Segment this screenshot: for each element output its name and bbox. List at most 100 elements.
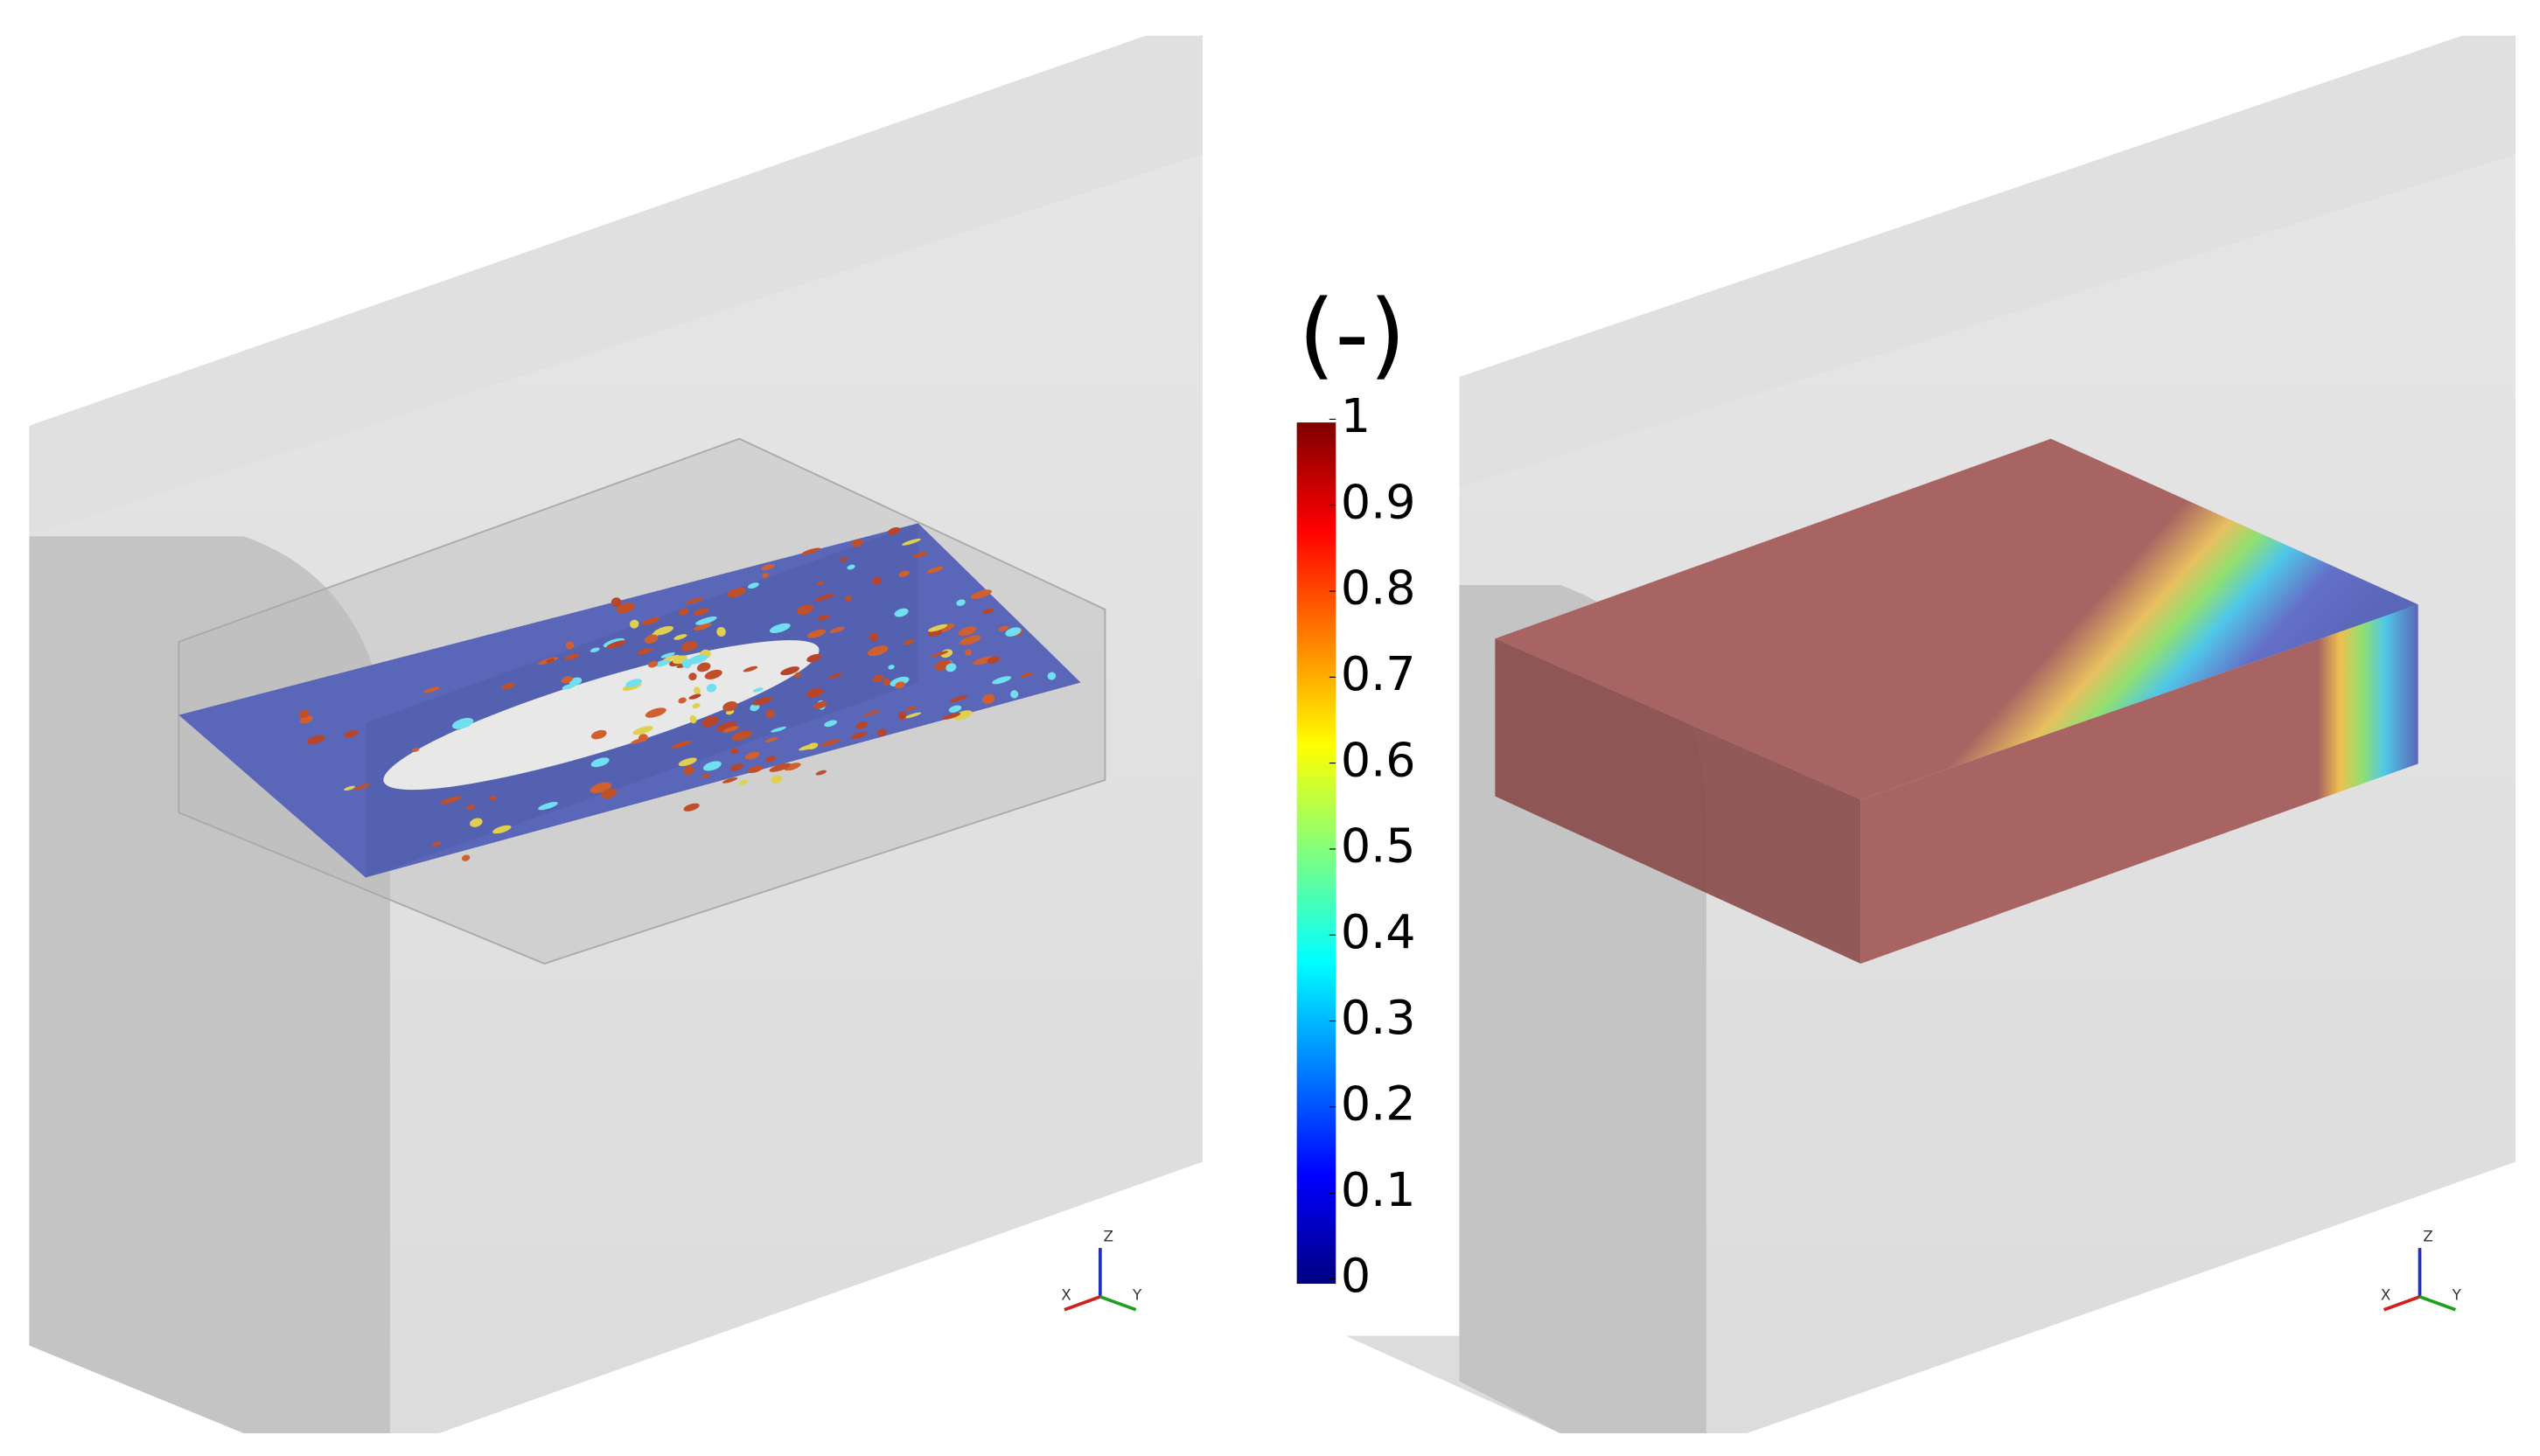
triad-y bbox=[1099, 1295, 1137, 1312]
tube-top bbox=[29, 35, 1203, 537]
wake-spot bbox=[678, 697, 687, 704]
wake-spot bbox=[946, 663, 957, 672]
wake-spot bbox=[439, 796, 462, 805]
wake-spot bbox=[702, 761, 722, 771]
wake-spot bbox=[678, 608, 689, 616]
wake-spot bbox=[743, 665, 758, 672]
triad-x bbox=[1064, 1295, 1101, 1312]
wake-spot bbox=[806, 687, 824, 698]
triad-label: Y bbox=[2452, 1286, 2462, 1304]
wake-spot bbox=[672, 740, 692, 749]
wake-spot bbox=[727, 588, 746, 598]
wake-spot bbox=[1047, 672, 1057, 680]
wake-spot bbox=[827, 672, 843, 679]
box-front bbox=[1495, 638, 1861, 964]
wake-spot bbox=[431, 841, 442, 846]
wake-spot bbox=[601, 788, 617, 799]
wake-spot bbox=[731, 730, 752, 741]
wake-spot bbox=[716, 626, 726, 637]
wake-spot bbox=[466, 805, 475, 811]
wake-spot bbox=[801, 547, 821, 555]
wake-spot bbox=[876, 728, 887, 737]
wake-spot bbox=[695, 616, 717, 625]
wake-spot bbox=[715, 721, 737, 732]
wake-spot bbox=[855, 721, 868, 729]
wake-spot bbox=[981, 608, 994, 615]
wake-spot bbox=[898, 711, 907, 721]
wake-spot bbox=[982, 693, 995, 704]
wake-spot bbox=[965, 649, 973, 656]
wake-pattern bbox=[298, 527, 1057, 861]
wake-spot bbox=[638, 647, 654, 654]
wake-spot bbox=[904, 712, 922, 719]
wake-spot bbox=[894, 608, 909, 617]
wake-spot bbox=[816, 581, 824, 586]
wake-spot bbox=[629, 619, 639, 629]
wake-spot bbox=[948, 705, 962, 713]
wake-spot bbox=[815, 770, 827, 776]
wake-spot bbox=[694, 623, 712, 630]
wake-spot bbox=[949, 695, 968, 702]
wake-spot bbox=[761, 563, 775, 571]
wake-spot bbox=[492, 825, 512, 834]
wake-spot bbox=[546, 658, 555, 664]
wake-spot bbox=[871, 576, 882, 585]
wake-spot bbox=[747, 765, 764, 774]
wake-spot bbox=[696, 662, 711, 672]
wake-spot bbox=[590, 757, 610, 768]
wake-spot bbox=[686, 597, 704, 604]
wake-spot bbox=[973, 656, 994, 665]
colorbar-tick-label: 0.7 bbox=[1341, 646, 1416, 701]
wake-spot bbox=[564, 653, 580, 660]
wake-spot bbox=[1005, 627, 1022, 637]
wake-spot bbox=[1020, 672, 1034, 678]
wake-spot bbox=[869, 632, 879, 642]
left-view: Z X Y bbox=[29, 35, 1203, 1433]
wake-spot bbox=[806, 653, 821, 663]
wake-spot bbox=[590, 729, 607, 740]
wake-spot bbox=[1010, 690, 1019, 699]
triad-label: Z bbox=[2423, 1228, 2432, 1245]
wake-spot bbox=[905, 706, 917, 711]
wake-spot bbox=[931, 651, 949, 658]
wake-spot bbox=[901, 538, 921, 546]
wake-spot bbox=[654, 659, 671, 667]
triad-x bbox=[2383, 1295, 2421, 1312]
wake-spot bbox=[565, 641, 575, 650]
wake-spot bbox=[998, 625, 1009, 631]
wake-spot bbox=[851, 539, 863, 547]
wake-spot bbox=[883, 678, 890, 686]
wake-spot bbox=[956, 599, 966, 606]
wake-spot bbox=[769, 763, 792, 772]
wake-spot bbox=[461, 854, 471, 861]
wake-spot bbox=[411, 748, 420, 753]
wake-spot bbox=[692, 703, 701, 709]
wake-spot bbox=[470, 818, 483, 827]
wake-spot bbox=[912, 551, 928, 558]
wake-spot bbox=[780, 666, 799, 676]
wake-spot bbox=[762, 573, 769, 578]
wake-spot bbox=[813, 701, 827, 709]
wake-spot bbox=[706, 683, 717, 693]
wake-spot bbox=[423, 686, 441, 693]
wake-spot bbox=[722, 700, 738, 712]
tube-top bbox=[1459, 35, 2516, 488]
wake-spot bbox=[638, 734, 648, 742]
wake-spot bbox=[344, 729, 359, 738]
wake-spot bbox=[687, 654, 708, 665]
wake-spot bbox=[298, 709, 310, 719]
box-top bbox=[1495, 438, 2418, 800]
wake-spot bbox=[611, 597, 622, 608]
wake-spot bbox=[888, 665, 895, 670]
wake-spot bbox=[992, 676, 1012, 685]
wake-spot bbox=[722, 777, 738, 784]
wake-spot bbox=[562, 683, 576, 690]
wake-spot bbox=[501, 682, 515, 690]
wake-spot bbox=[683, 803, 700, 812]
wake-spot bbox=[750, 703, 760, 712]
wake-spot bbox=[673, 634, 687, 640]
wake-spot bbox=[840, 557, 848, 562]
wake-spot bbox=[771, 775, 783, 784]
